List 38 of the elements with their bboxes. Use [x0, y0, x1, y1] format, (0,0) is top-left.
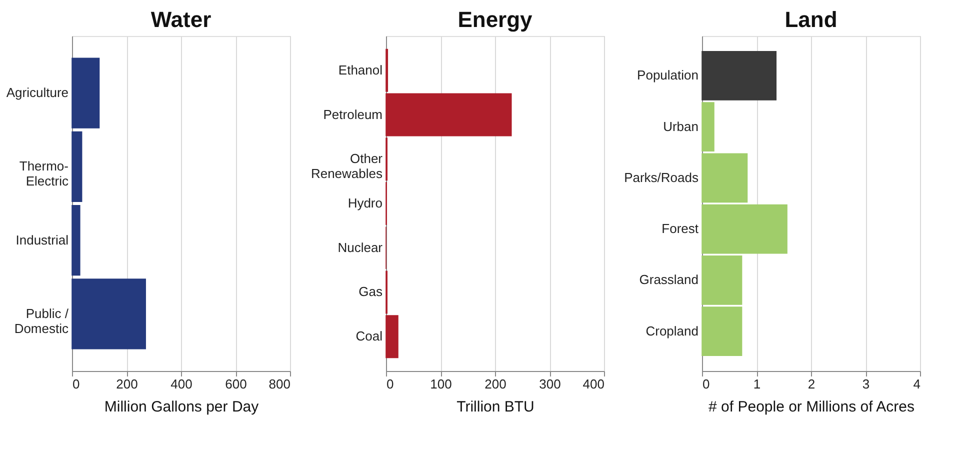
y-tick-label: Urban	[663, 118, 698, 134]
y-tick-label: Other Renewables	[310, 151, 384, 182]
y-tick-label: Thermo- Electric	[19, 158, 69, 189]
x-tick-label: 100	[430, 376, 452, 392]
y-tick-label: Public / Domestic	[14, 306, 69, 336]
x-tick-label: 4	[913, 376, 920, 392]
y-tick-label: Nuclear	[338, 240, 384, 255]
x-tick-label: 0	[386, 376, 394, 392]
x-tick-label: 300	[539, 376, 561, 392]
x-tick-label: 200	[116, 376, 138, 392]
x-axis-title: Trillion BTU	[456, 398, 534, 416]
y-tick-label: Hydro	[348, 196, 382, 210]
y-tick-label: Ethanol	[338, 62, 383, 78]
x-tick-label: 0	[72, 376, 80, 392]
x-tick-label: 2	[808, 376, 816, 392]
x-tick-label: 200	[484, 376, 506, 392]
x-tick-label: 400	[582, 376, 604, 392]
y-tick-label: Grassland	[639, 272, 698, 288]
chart-title: Land	[784, 7, 838, 32]
x-tick-label: 3	[862, 376, 870, 392]
y-tick-label: Forest	[662, 221, 699, 236]
y-tick-label: Industrial	[16, 232, 69, 248]
y-tick-label: Population	[637, 68, 698, 83]
y-tick-label: Parks/Roads	[624, 170, 699, 185]
y-tick-label: Cropland	[646, 323, 698, 338]
x-axis-title: # of People or Millions of Acres	[708, 398, 914, 416]
chart-title: Water	[150, 7, 212, 32]
x-axis-title: Million Gallons per Day	[104, 398, 260, 416]
x-tick-label: 600	[225, 376, 247, 392]
y-tick-label: Coal	[356, 328, 383, 344]
x-tick-label: 0	[702, 376, 710, 392]
y-tick-label: Petroleum	[323, 106, 382, 122]
y-tick-label: Agriculture	[6, 85, 68, 100]
y-tick-label: Gas	[358, 284, 383, 300]
x-tick-label: 400	[170, 376, 192, 392]
x-tick-label: 800	[268, 376, 290, 392]
chart-title: Energy	[458, 7, 534, 32]
x-tick-label: 1	[753, 376, 761, 392]
